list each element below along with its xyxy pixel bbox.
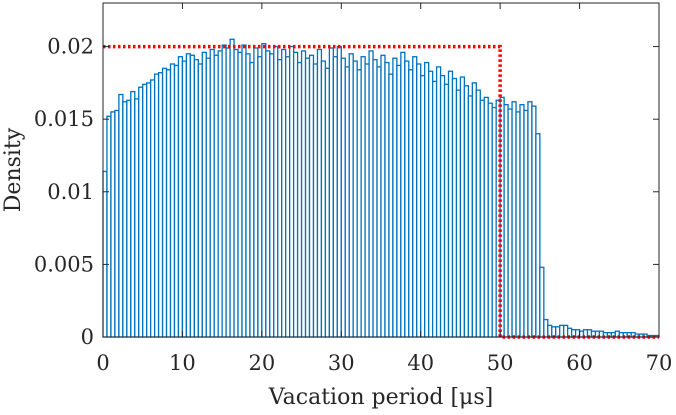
x-axis-label: Vacation period [μs] bbox=[268, 385, 493, 410]
x-tick-label: 70 bbox=[646, 351, 673, 375]
x-tick-label: 60 bbox=[566, 351, 593, 375]
y-tick-label: 0.01 bbox=[47, 180, 94, 204]
y-tick-label: 0 bbox=[81, 325, 94, 349]
x-tick-label: 10 bbox=[169, 351, 196, 375]
x-tick-label: 20 bbox=[248, 351, 275, 375]
y-axis: 0 0.005 0.01 0.015 0.02 bbox=[34, 35, 659, 349]
y-tick-label: 0.005 bbox=[34, 252, 94, 276]
x-tick-label: 50 bbox=[487, 351, 514, 375]
histogram-bars bbox=[102, 38, 660, 338]
x-tick-label: 40 bbox=[407, 351, 434, 375]
x-axis: 0 10 20 30 40 50 60 70 bbox=[96, 3, 672, 375]
y-axis-label: Density bbox=[1, 127, 26, 212]
plot-frame bbox=[102, 2, 660, 338]
y-tick-label: 0.02 bbox=[47, 35, 94, 59]
x-tick-label: 30 bbox=[328, 351, 355, 375]
y-tick-label: 0.015 bbox=[34, 107, 94, 131]
x-tick-label: 0 bbox=[96, 351, 109, 375]
